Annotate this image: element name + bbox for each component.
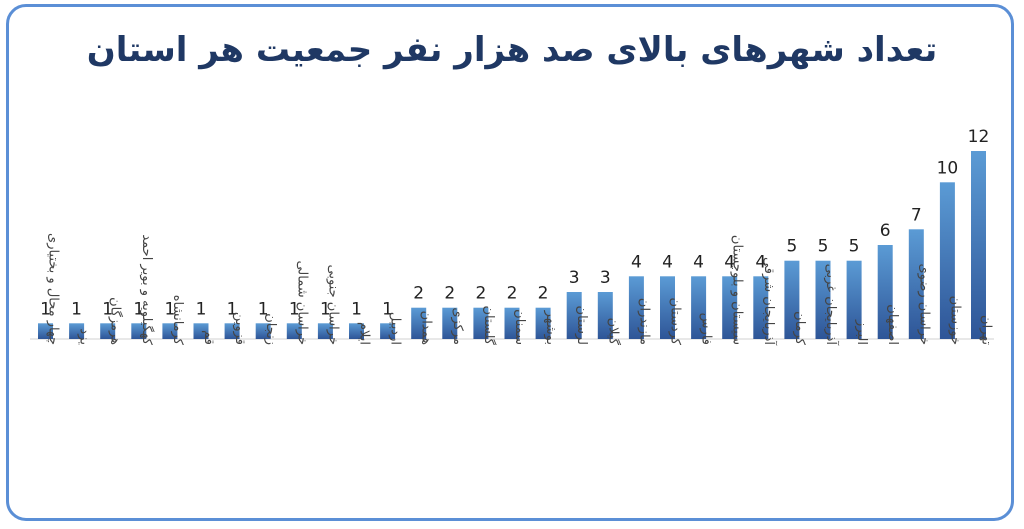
- data-label: 6: [880, 221, 891, 241]
- bar: [380, 323, 396, 339]
- category-label: یزد: [77, 328, 92, 345]
- category-label: کرمان: [792, 311, 807, 346]
- category-label: سمنان: [512, 309, 527, 345]
- data-label: 7: [911, 205, 922, 225]
- category-label: سیستان و بلوچستان: [730, 235, 745, 345]
- bar: [939, 182, 955, 339]
- category-label: قزوین: [232, 312, 247, 345]
- category-label: همدان: [419, 311, 434, 345]
- category-label: قم: [201, 330, 216, 345]
- bar: [100, 323, 116, 339]
- bar: [411, 307, 427, 339]
- bar: [535, 307, 551, 339]
- bar: [784, 260, 800, 339]
- bar: [131, 323, 147, 339]
- bar: [224, 323, 240, 339]
- category-label: مرکزی: [450, 307, 465, 345]
- bar: [722, 276, 738, 339]
- bar: [162, 323, 178, 339]
- category-label: البرز: [854, 319, 869, 345]
- category-label: خراسان شمالی: [294, 260, 309, 345]
- category-label: گیلان: [605, 318, 621, 346]
- category-label: چهار محال و بختیاری: [46, 233, 61, 345]
- data-label: 4: [631, 252, 642, 272]
- data-label: 1: [102, 299, 113, 319]
- data-label: 12: [968, 127, 990, 147]
- category-label: کرمانشاه: [170, 295, 185, 346]
- category-label: کردستان: [668, 298, 683, 346]
- category-label: گلستان: [481, 305, 497, 345]
- bar: [660, 276, 675, 339]
- data-label: 10: [937, 158, 959, 178]
- bar: [566, 292, 582, 339]
- category-label: هرمزگان: [108, 297, 124, 345]
- category-label: خوزستان: [947, 296, 962, 345]
- data-label: 1: [289, 299, 300, 319]
- data-label: 5: [786, 237, 797, 257]
- data-label: 1: [133, 299, 144, 319]
- bar: [317, 323, 333, 339]
- bar: [846, 260, 862, 339]
- data-label: 4: [662, 252, 673, 272]
- category-label: بوشهر: [543, 310, 558, 345]
- category-label: خراسان جنوبی: [325, 265, 340, 345]
- bar: [877, 245, 893, 339]
- chart-title: تعداد شهرهای بالای صد هزار نفر جمعیت هر …: [86, 30, 938, 70]
- data-label: 4: [724, 252, 735, 272]
- bar: [815, 260, 831, 339]
- data-label: 1: [71, 299, 82, 319]
- data-label: 5: [818, 237, 829, 257]
- bar: [193, 323, 209, 339]
- data-label: 3: [600, 268, 611, 288]
- bar: [597, 292, 613, 339]
- data-label: 2: [444, 284, 455, 304]
- data-label: 1: [351, 299, 362, 319]
- category-label: ایلام: [357, 322, 372, 345]
- data-label: 1: [382, 299, 393, 319]
- data-label: 4: [755, 252, 766, 272]
- data-label: 3: [569, 268, 580, 288]
- category-label: خراسان رضوی: [916, 263, 931, 345]
- data-label: 4: [693, 252, 704, 272]
- data-label: 2: [413, 284, 424, 304]
- bar: [753, 276, 769, 339]
- data-label: 1: [196, 299, 207, 319]
- bar: [69, 323, 85, 339]
- category-label: لرستان: [574, 306, 589, 345]
- bar: [473, 307, 489, 339]
- bar: [349, 323, 364, 339]
- bar: [442, 307, 458, 339]
- category-label: کهگیلویه و بویر احمد: [139, 234, 155, 345]
- bar: [908, 229, 924, 339]
- category-label: تهران: [979, 315, 994, 345]
- data-label: 2: [538, 284, 549, 304]
- bar: [255, 323, 271, 339]
- category-label: آذربایجان شرقی: [761, 257, 778, 346]
- bar: [38, 323, 53, 339]
- data-label: 1: [258, 299, 269, 319]
- data-label: 5: [849, 237, 860, 257]
- category-label: مازندران: [636, 298, 651, 345]
- data-label: 1: [164, 299, 175, 319]
- category-label: اردبیل: [388, 312, 403, 345]
- data-label: 2: [507, 284, 518, 304]
- bar: [628, 276, 644, 339]
- bar: [971, 151, 986, 339]
- data-label: 2: [475, 284, 486, 304]
- bar: [286, 323, 302, 339]
- category-label: زنجان: [263, 313, 278, 345]
- data-label: 1: [227, 299, 238, 319]
- chart-frame: [6, 4, 1014, 521]
- data-label: 1: [320, 299, 331, 319]
- bar: [691, 276, 707, 339]
- category-label: آذربایجان غربی: [823, 264, 840, 347]
- category-label: فارس: [699, 313, 714, 345]
- data-label: 1: [40, 299, 51, 319]
- category-label: اصفهان: [885, 304, 900, 345]
- bar: [504, 307, 520, 339]
